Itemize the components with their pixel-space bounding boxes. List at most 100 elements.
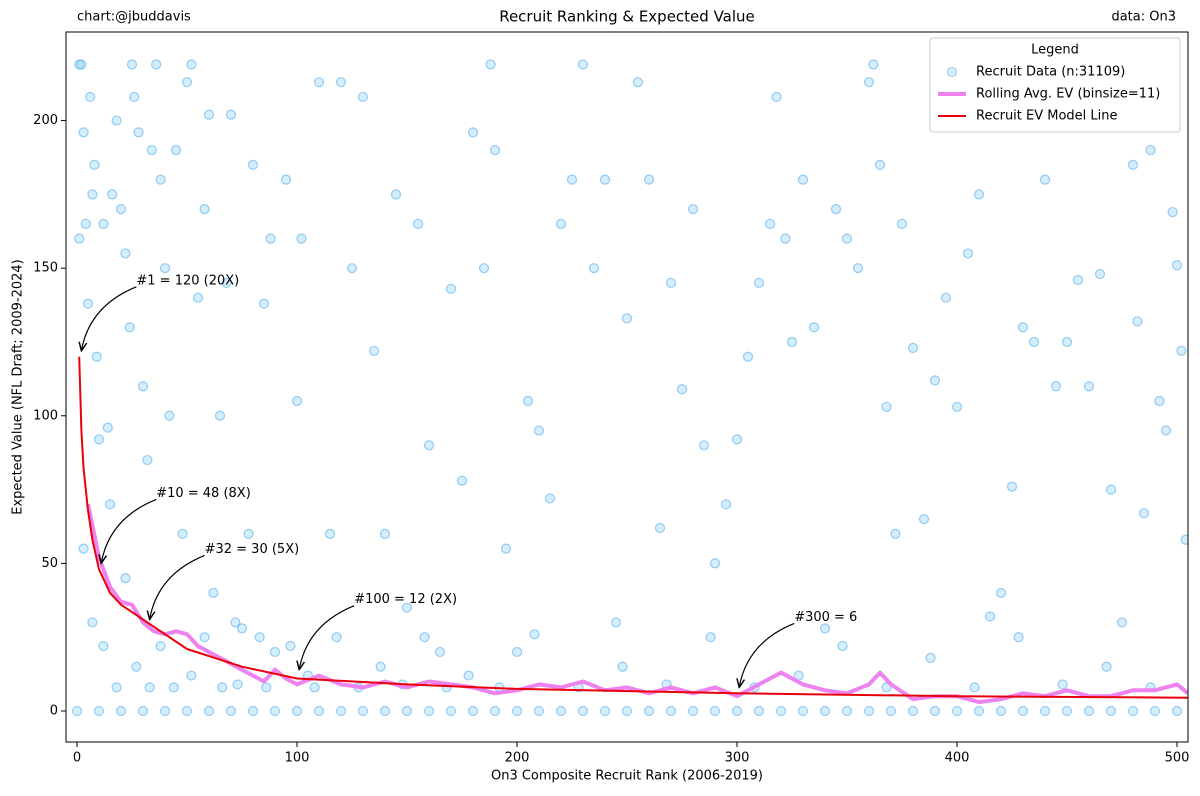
scatter-point <box>71 705 83 717</box>
annotation-arrow <box>81 286 137 351</box>
scatter-point <box>93 434 105 445</box>
scatter-point <box>120 248 131 259</box>
scatter-point <box>1105 705 1117 717</box>
scatter-point <box>1017 705 1029 717</box>
scatter-point <box>819 705 831 717</box>
scatter-point <box>1154 395 1165 407</box>
scatter-point <box>445 283 457 294</box>
scatter-point <box>368 345 380 356</box>
scatter-point <box>1094 268 1106 280</box>
scatter-point <box>643 174 655 185</box>
scatter-point <box>137 381 149 392</box>
scatter-point <box>247 705 259 717</box>
scatter-point <box>93 705 105 717</box>
annotation-text: #1 = 120 (20X) <box>136 273 239 288</box>
scatter-point <box>676 384 688 395</box>
scatter-point <box>261 682 272 693</box>
plot-area <box>71 59 1188 717</box>
x-tick-label: 100 <box>285 751 310 766</box>
scatter-point <box>478 263 490 274</box>
scatter-point <box>617 661 628 672</box>
scatter-point <box>1061 705 1073 717</box>
annotation-arrow <box>299 605 355 670</box>
x-tick-label: 0 <box>73 751 81 766</box>
scatter-point <box>76 59 87 70</box>
scatter-point <box>291 395 303 407</box>
scatter-point <box>78 543 89 554</box>
scatter-point <box>177 528 188 539</box>
scatter-point <box>335 705 347 717</box>
source: data: On3 <box>1111 10 1176 25</box>
scatter-point <box>258 298 270 309</box>
scatter-point <box>533 425 545 436</box>
scatter-point <box>881 682 892 693</box>
scatter-point <box>599 705 611 717</box>
scatter-point <box>940 292 952 303</box>
scatter-point <box>247 159 259 170</box>
scatter-point <box>841 705 853 717</box>
scatter-point <box>463 670 474 681</box>
scatter-point <box>423 705 435 717</box>
scatter-point <box>797 174 809 185</box>
scatter-point <box>129 91 140 103</box>
line <box>86 503 1188 705</box>
scatter-point <box>164 410 175 421</box>
y-tick-label: 0 <box>50 704 58 719</box>
scatter-point <box>1176 345 1187 356</box>
scatter-point <box>1171 260 1183 271</box>
scatter-point <box>1101 661 1112 672</box>
scatter-point <box>544 493 556 504</box>
legend-title: Legend <box>1031 43 1079 58</box>
legend-box <box>929 37 1181 133</box>
scatter-point <box>1145 144 1156 156</box>
scatter-point <box>467 127 479 138</box>
scatter-point <box>126 59 138 70</box>
scatter-point <box>230 617 241 628</box>
scatter-point <box>181 77 193 88</box>
scatter-point <box>687 705 699 717</box>
scatter-point <box>74 233 85 244</box>
scatter-point <box>269 646 281 658</box>
scatter-point <box>203 109 215 120</box>
scatter-point <box>181 705 193 717</box>
scatter-point <box>1105 484 1117 495</box>
legend-label: Recruit EV Model Line <box>976 109 1118 124</box>
scatter-point <box>309 682 320 693</box>
scatter-point <box>731 705 743 717</box>
scatter-point <box>852 263 864 274</box>
scatter-point <box>269 705 281 717</box>
scatter-point <box>896 218 908 229</box>
scatter-point <box>1116 617 1128 628</box>
scatter-point <box>111 682 122 693</box>
scatter-point <box>665 277 677 289</box>
scatter-point <box>98 640 109 652</box>
scatter-point <box>89 159 100 170</box>
annotation-text: #10 = 48 (8X) <box>156 486 251 501</box>
scatter-point <box>142 454 153 466</box>
scatter-point <box>665 705 677 717</box>
scatter-point <box>995 705 1007 717</box>
scatter-point <box>155 174 166 185</box>
scatter-point <box>120 573 131 584</box>
scatter-point <box>1083 381 1095 392</box>
scatter-point <box>599 174 611 185</box>
scatter-point <box>291 705 303 717</box>
scatter-point <box>868 59 879 70</box>
annotation-text: #300 = 6 <box>794 610 857 625</box>
scatter-point <box>489 144 501 156</box>
scatter-point <box>929 375 941 386</box>
scatter-point <box>907 342 919 353</box>
scatter-point <box>742 351 754 362</box>
scatter-point <box>1127 159 1139 170</box>
scatter-point <box>375 661 386 672</box>
axes-frame <box>65 31 1189 743</box>
scatter-point <box>808 322 820 333</box>
scatter-point <box>863 77 875 88</box>
legend-label: Recruit Data (n:31109) <box>976 65 1125 80</box>
scatter-point <box>1039 174 1051 185</box>
x-tick-label: 200 <box>505 751 530 766</box>
scatter-point <box>236 623 248 634</box>
scatter-point <box>1138 508 1150 519</box>
scatter-point <box>390 189 402 200</box>
legend-swatch <box>947 67 957 77</box>
